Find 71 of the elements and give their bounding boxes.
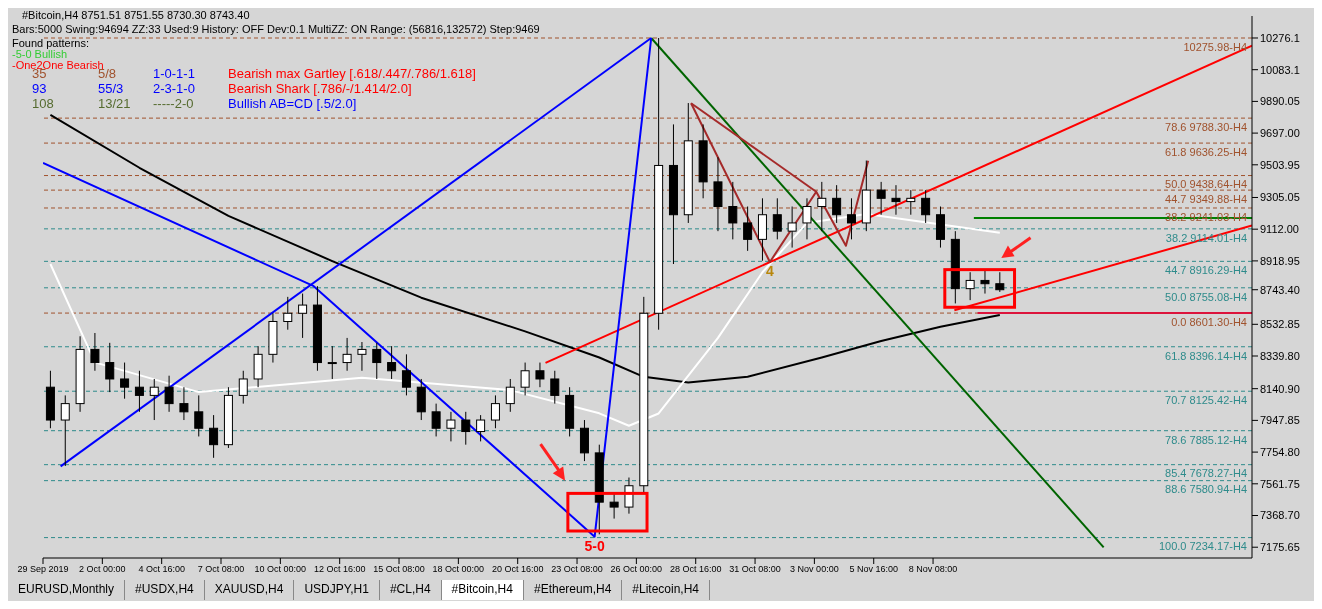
y-tick-label: 7561.75 [1260,477,1300,490]
annotation: Found patterns: [12,37,90,49]
annotation: 108 [32,96,54,111]
x-tick-label: 5 Nov 16:00 [849,564,898,575]
annotation: -----2-0 [153,96,194,111]
text: USDJPY,H1 [294,580,380,600]
ref-line-label: 61.8 8396.14-H4 [1165,349,1247,362]
ref-line-label: 44.7 8916.29-H4 [1165,264,1247,277]
x-tick-label: 23 Oct 08:00 [551,564,603,575]
annotation: 55/3 [98,81,124,96]
text: EURUSD,Monthly [8,580,126,600]
x-tick-label: 7 Oct 08:00 [197,564,245,575]
y-tick-label: 9697.00 [1260,127,1300,140]
x-tick-label: 12 Oct 16:00 [313,564,366,575]
text: XAUUSD,H4 [204,580,295,600]
y-tick-label: 8918.95 [1260,254,1300,267]
y-tick-label: 7175.65 [1260,541,1300,554]
ref-line-label: 78.6 9788.30-H4 [1165,120,1247,133]
annotation: 2-3-1-0 [153,81,195,96]
x-tick-label: 4 Oct 16:00 [138,564,185,575]
y-tick-label: 9112.00 [1260,223,1299,236]
x-tick-label: 2 Oct 00:00 [79,564,126,575]
y-tick-label: 9890.05 [1260,95,1300,108]
text: #Bitcoin,H4 [441,580,524,600]
ref-line-label: 44.7 9349.88-H4 [1165,192,1247,205]
x-tick-label: 20 Oct 16:00 [491,564,544,575]
y-tick-label: 8532.85 [1260,318,1300,331]
annotation: 13/21 [98,96,131,111]
ref-line-label: 0.0 8601.30-H4 [1171,315,1247,328]
ref-line-label: 85.4 7678.27-H4 [1165,467,1247,480]
y-tick-label: 8140.90 [1260,382,1300,395]
annotation: Bearish Shark [.786/-/1.414/2.0] [228,81,412,96]
ref-line-label: 50.0 9438.64-H4 [1165,178,1247,191]
ref-line-label: 61.8 9636.25-H4 [1165,145,1247,158]
x-tick-label: 29 Sep 2019 [17,564,69,575]
ref-line-label: 100.0 7234.17-H4 [1158,540,1247,553]
ref-line-label: 50.0 8755.08-H4 [1165,290,1247,303]
ref-line-label: 88.6 7580.94-H4 [1165,483,1247,496]
x-tick-label: 8 Nov 08:00 [908,564,958,575]
annotation: Bullish AB=CD [.5/2.0] [228,96,357,111]
y-tick-label: 10276.1 [1260,31,1300,44]
annotation: 5-0 [584,537,605,554]
x-tick-label: 15 Oct 08:00 [373,564,425,575]
ref-line-label: 10275.98-H4 [1183,40,1247,53]
x-tick-label: 3 Nov 00:00 [790,564,839,575]
text: #Ethereum,H4 [523,580,623,600]
y-tick-label: 10083.1 [1260,63,1300,76]
y-tick-label: 8743.40 [1260,283,1300,296]
x-tick-label: 18 Oct 00:00 [432,564,485,575]
annotation: 1-0-1-1 [153,66,195,81]
x-tick-label: 26 Oct 00:00 [610,564,663,575]
y-tick-label: 9503.95 [1260,158,1300,171]
y-tick-label: 8339.80 [1260,349,1300,362]
annotation: Bearish max Gartley [.618/.447/.786/1.618] [228,66,476,81]
y-tick-label: 7368.70 [1260,509,1300,522]
x-tick-label: 10 Oct 00:00 [254,564,307,575]
text: #CL,H4 [379,580,442,600]
text: Bars:5000 Swing:94694 ZZ:33 Used:9 History: OFF Dev:0.1 MultiZZ: ON Range: (56816,132572) Step:9469 [12,23,540,35]
y-tick-label: 9305.05 [1260,191,1300,204]
y-tick-label: 7754.80 [1260,446,1300,458]
x-tick-label: 28 Oct 16:00 [669,564,722,575]
y-tick-label: 7947.85 [1260,414,1300,427]
text: #USDX,H4 [125,580,205,600]
annotation: -5-0 Bullish [12,48,68,60]
text: #Litecoin,H4 [622,580,711,600]
ref-line-label: 70.7 8125.42-H4 [1165,394,1247,407]
ref-line-label: 78.6 7885.12-H4 [1165,433,1247,446]
annotation: 93 [32,81,47,96]
x-tick-label: 31 Oct 08:00 [729,564,781,575]
chart-title: #Bitcoin,H4 8751.51 8751.55 8730.30 8743.40 [22,9,250,21]
annotation: 4 [765,263,774,280]
